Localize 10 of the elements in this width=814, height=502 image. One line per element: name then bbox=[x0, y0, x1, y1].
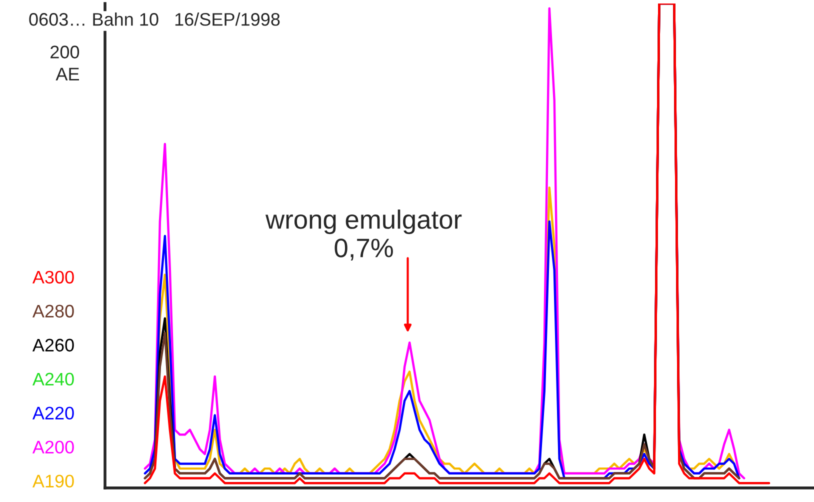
text: A300 bbox=[32, 270, 74, 284]
text: A280 bbox=[32, 304, 74, 318]
text: A260 bbox=[32, 338, 74, 352]
text: 200 AE bbox=[50, 46, 80, 80]
chart-title: 0603… Bahn 10 16/SEP/1998 bbox=[29, 12, 280, 26]
text: A220 bbox=[32, 406, 74, 420]
text: A190 bbox=[32, 474, 74, 488]
annotation: wrong emulgator 0,7% bbox=[265, 210, 462, 260]
legend-label: A240 bbox=[32, 372, 74, 386]
text: A200 bbox=[32, 440, 74, 454]
